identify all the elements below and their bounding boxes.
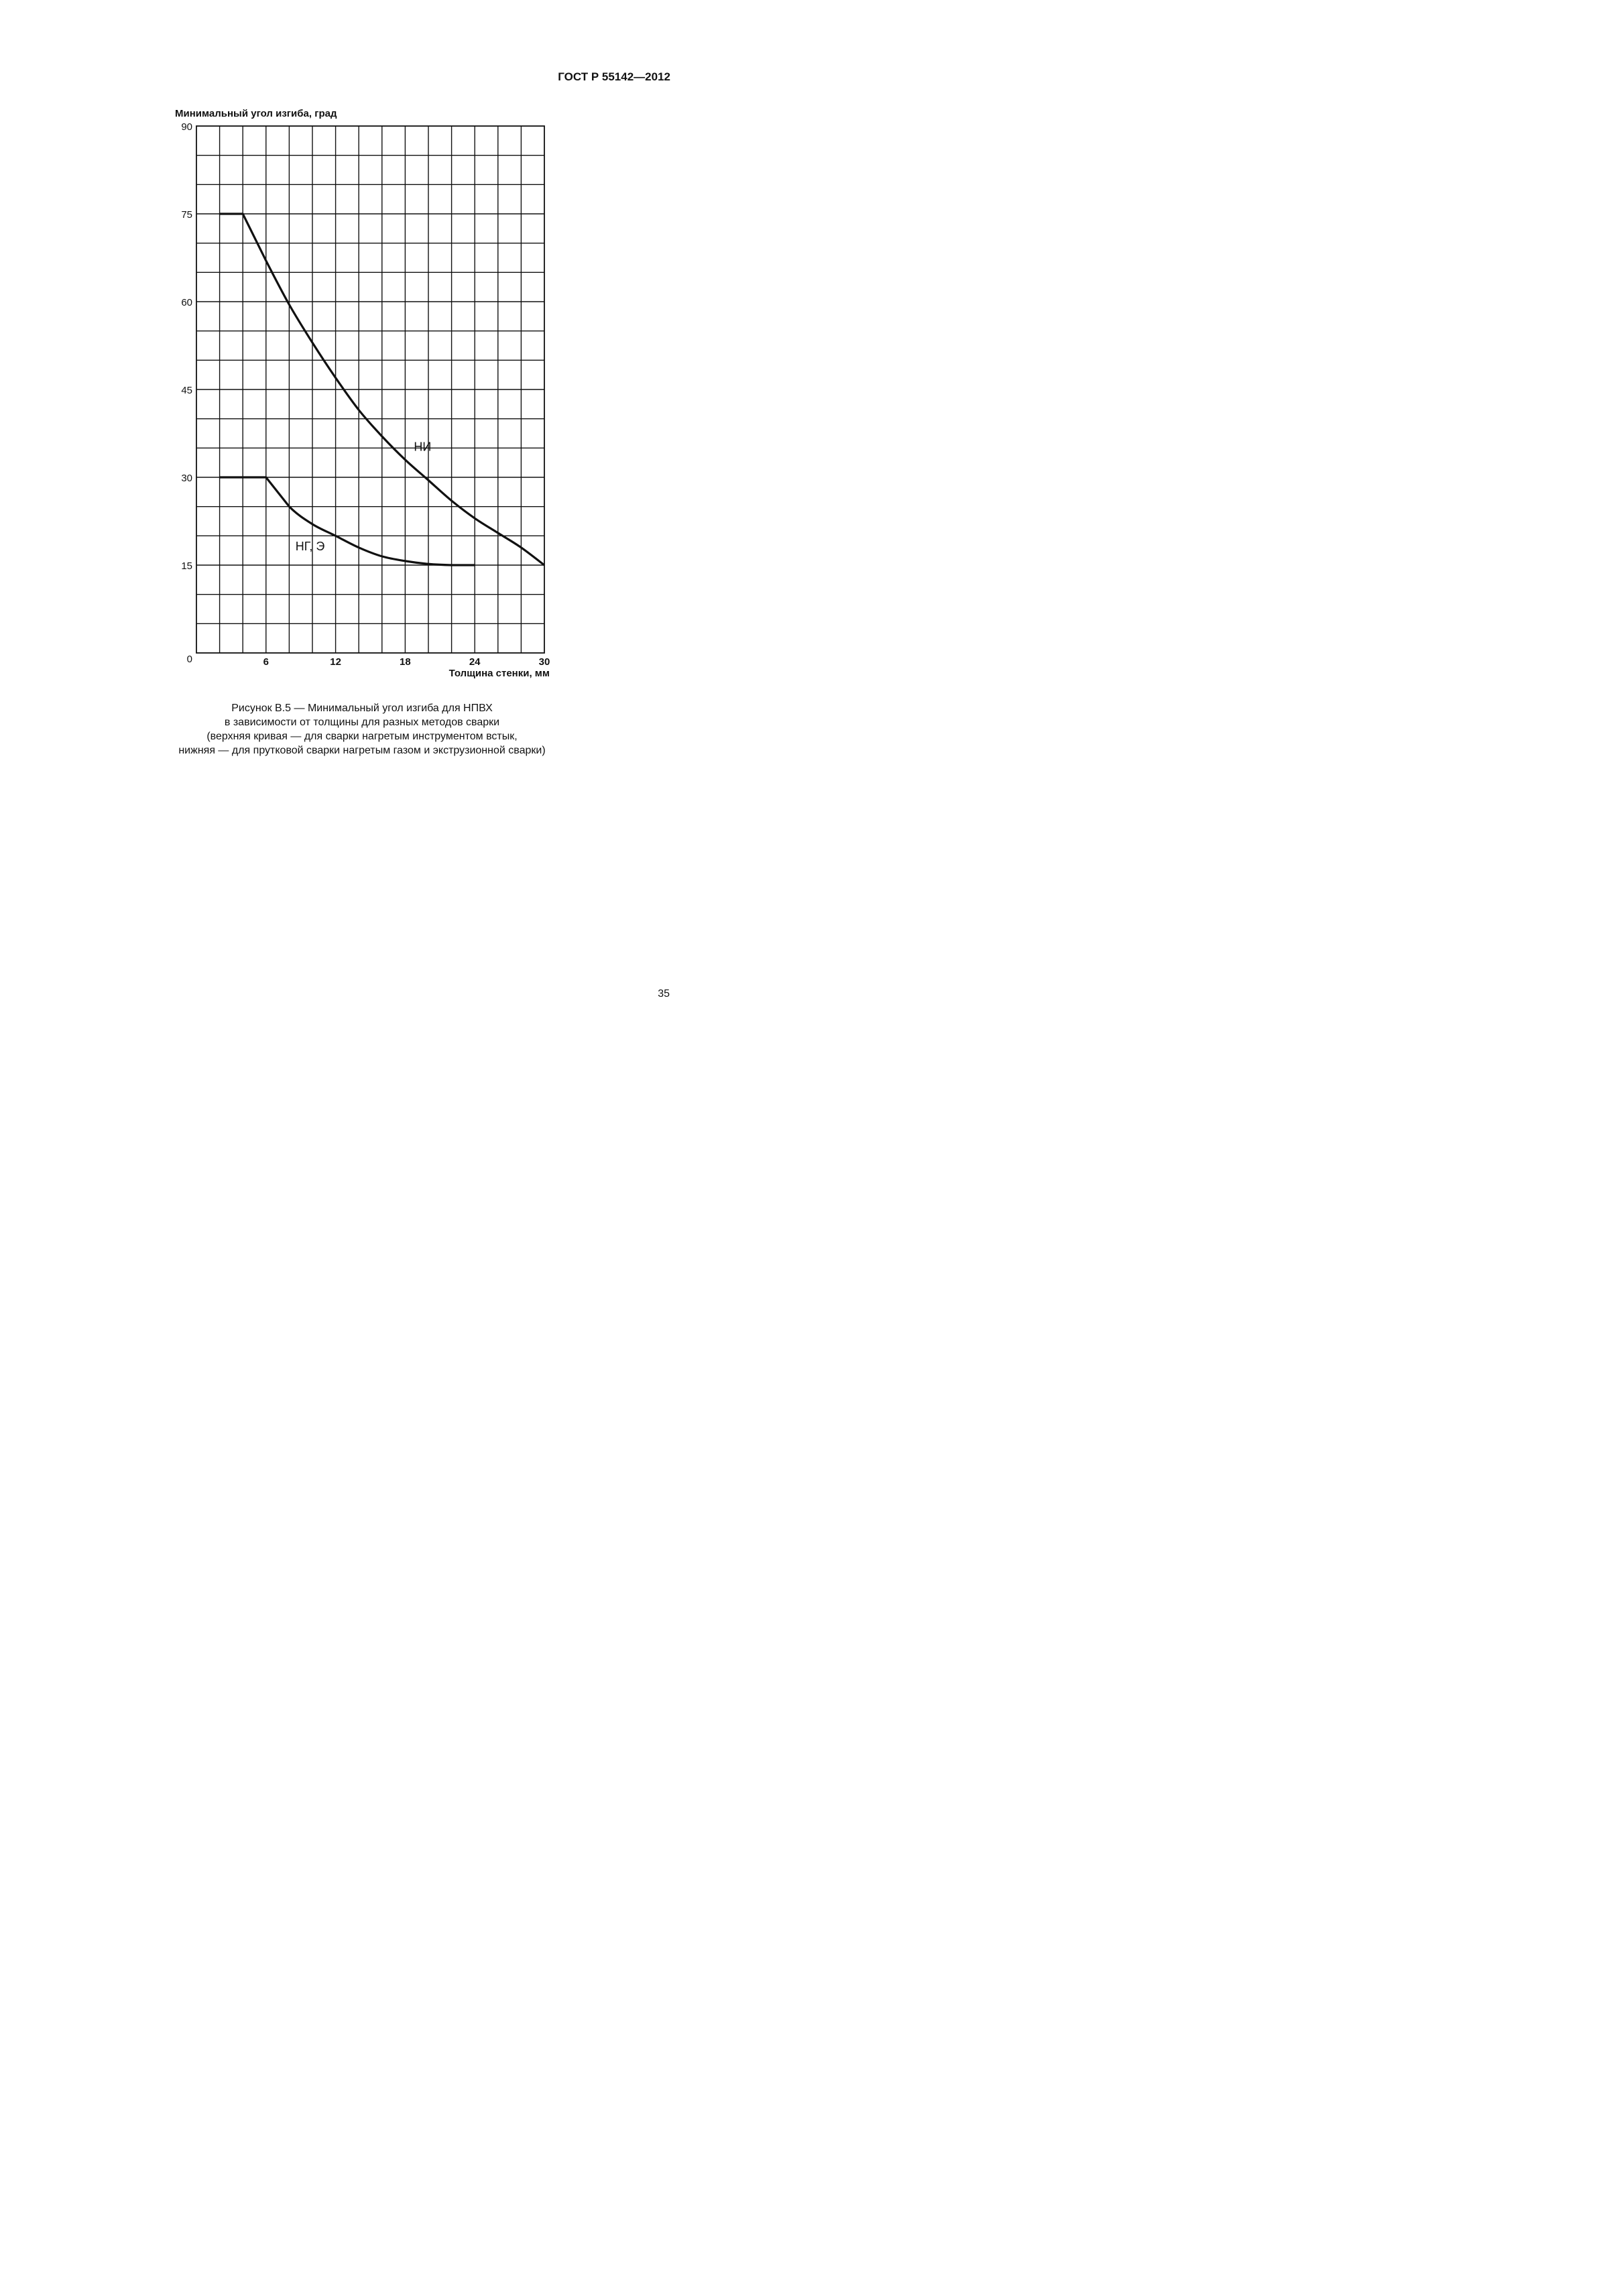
y-tick-label: 30	[181, 473, 192, 484]
y-tick-label: 15	[181, 560, 192, 572]
figure-caption: Рисунок В.5 — Минимальный угол изгиба дл…	[0, 701, 724, 758]
y-axis-title: Минимальный угол изгиба, град	[175, 108, 337, 119]
document-header: ГОСТ Р 55142—2012	[558, 70, 670, 83]
chart-labels: 0 15 30 45 60 75 90 6 12 18 24 30 Минимальный угол и…	[175, 108, 550, 679]
series-label: НИ	[414, 440, 431, 454]
x-axis-title: Толщина стенки, мм	[449, 668, 550, 679]
x-tick-label: 30	[539, 656, 550, 668]
caption-line: Рисунок В.5 — Минимальный угол изгиба дл…	[231, 703, 493, 714]
caption-line: в зависимости от толщины для разных мето…	[224, 717, 500, 728]
y-tick-label: 0	[187, 654, 192, 665]
x-tick-label: 24	[469, 656, 481, 668]
caption-line: (верхняя кривая — для сварки нагретым ин…	[206, 731, 518, 742]
caption-line: нижняя — для прутковой сварки нагретым г…	[178, 745, 546, 756]
chart-axes	[196, 125, 545, 654]
y-tick-label: 75	[181, 209, 192, 221]
y-tick-label: 90	[181, 121, 192, 133]
x-tick-label: 18	[400, 656, 411, 668]
bend-angle-chart: 0 15 30 45 60 75 90 6 12 18 24 30 Минимальный угол и…	[175, 108, 550, 679]
chart-series	[219, 213, 545, 566]
series-line	[219, 213, 545, 566]
chart-grid	[196, 126, 544, 653]
page-number: 35	[658, 988, 670, 1000]
x-tick-label: 12	[330, 656, 341, 668]
plot-frame	[196, 125, 545, 654]
series-line	[219, 476, 475, 566]
series-label: НГ, Э	[296, 540, 325, 553]
y-tick-label: 60	[181, 297, 192, 308]
x-tick-label: 6	[263, 656, 269, 668]
y-tick-label: 45	[181, 385, 192, 396]
